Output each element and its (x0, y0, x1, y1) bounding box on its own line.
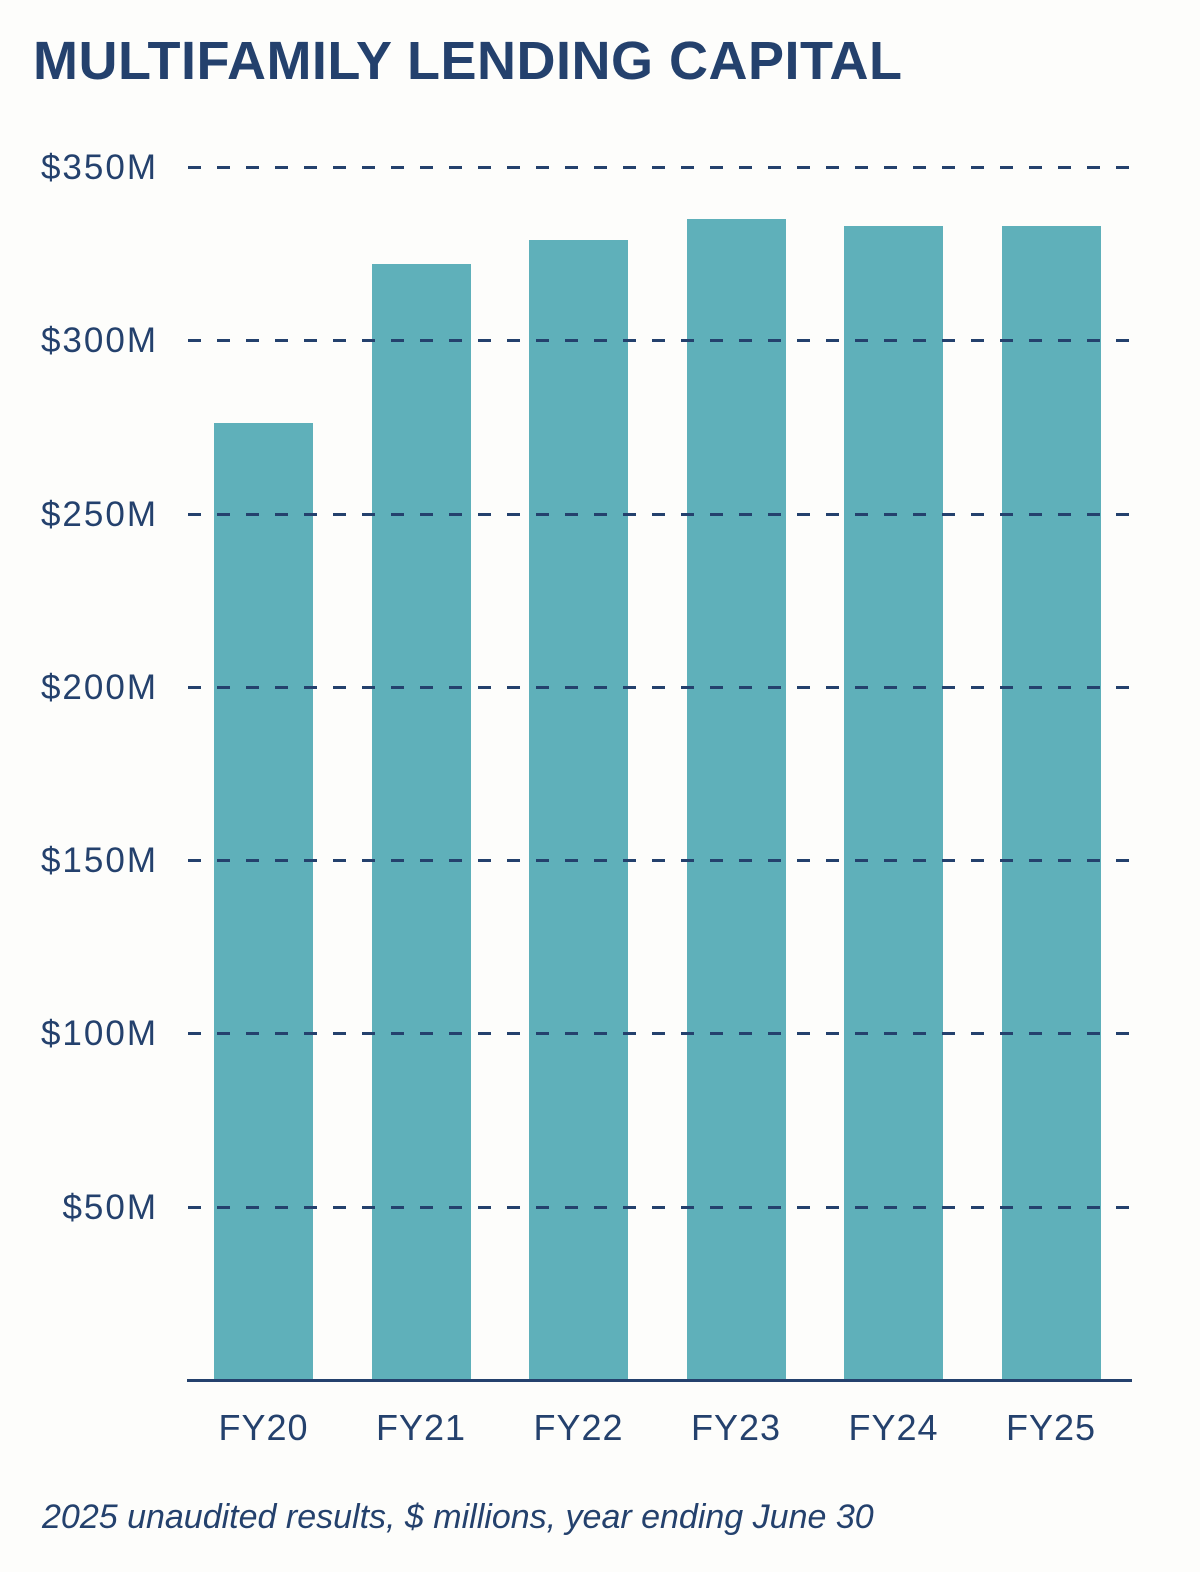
gridline-$300M (188, 339, 1132, 343)
gridline-$350M (188, 166, 1132, 169)
gridline-$150M (188, 859, 1132, 863)
x-tick-label-FY22: FY22 (533, 1407, 624, 1448)
x-tick-label-FY23: FY23 (690, 1407, 782, 1448)
y-tick-label-$50M: $50M (62, 1187, 158, 1227)
x-tick-label-FY25: FY25 (1005, 1407, 1097, 1448)
bar-FY20 (214, 423, 313, 1380)
bar-FY22 (529, 239, 628, 1380)
y-tick-label-$200M: $200M (40, 667, 158, 707)
chart-title: MULTIFAMILY LENDING CAPITAL (33, 31, 903, 91)
y-tick-label-$300M: $300M (40, 321, 158, 361)
bar-FY23 (686, 218, 786, 1380)
bar-FY24 (844, 225, 943, 1380)
gridline-$50M (188, 1205, 1132, 1209)
bar-FY25 (1001, 225, 1101, 1380)
x-tick-label-FY21: FY21 (375, 1407, 467, 1448)
chart-footnote: 2025 unaudited results, $ millions, year… (42, 1498, 874, 1536)
gridline-$100M (188, 1032, 1132, 1036)
gridline-$200M (188, 685, 1132, 689)
y-tick-label-$350M: $350M (40, 148, 158, 187)
x-tick-label-FY20: FY20 (218, 1407, 309, 1448)
y-tick-label-$100M: $100M (40, 1014, 158, 1054)
y-tick-label-$250M: $250M (40, 494, 158, 534)
x-axis-line (187, 1379, 1132, 1382)
x-tick-label-FY24: FY24 (848, 1407, 939, 1448)
y-tick-label-$150M: $150M (40, 841, 158, 881)
bar-FY21 (371, 264, 471, 1380)
gridline-$250M (188, 512, 1132, 516)
